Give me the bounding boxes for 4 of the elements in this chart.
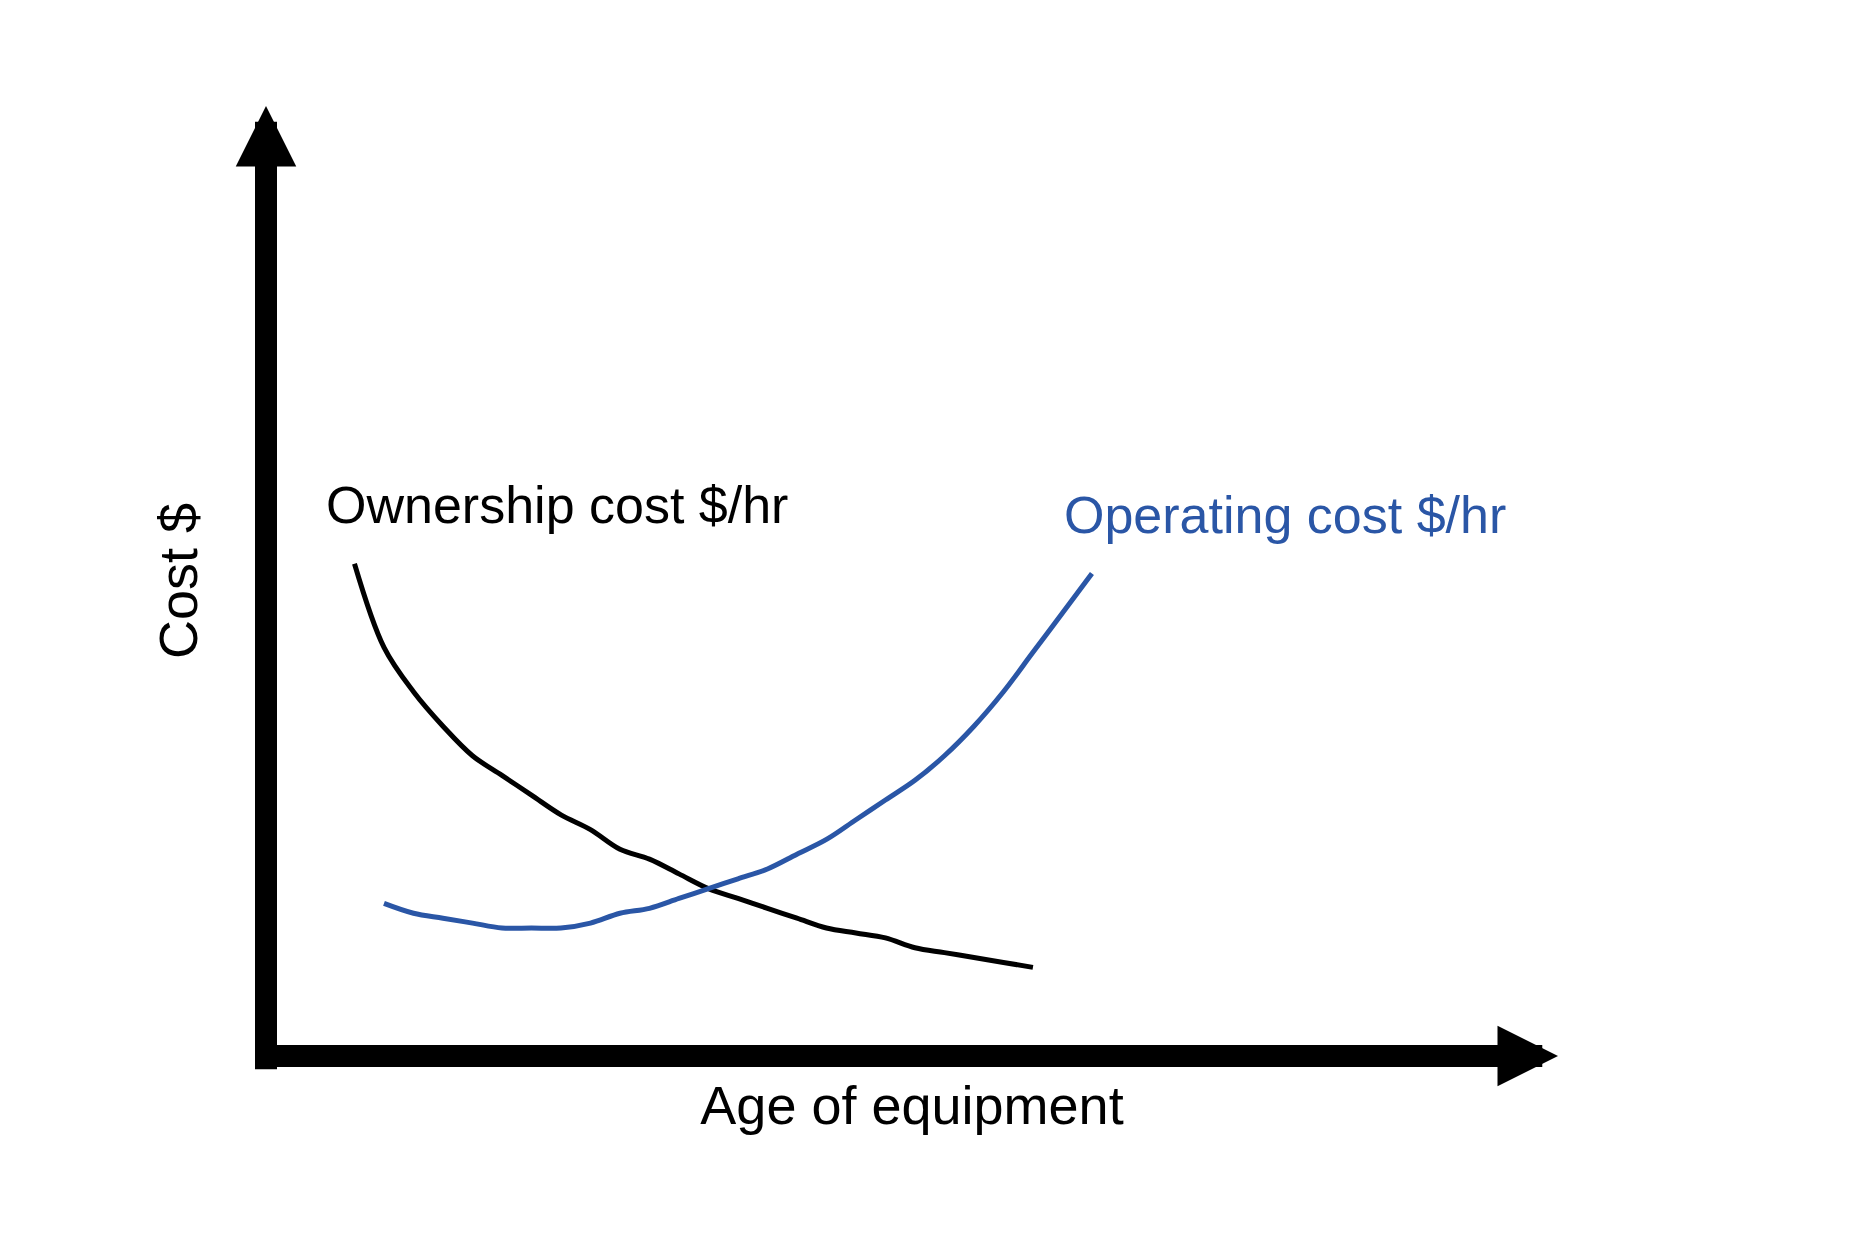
series-label: Ownership cost $/hr [326, 476, 789, 534]
series-label: Operating cost $/hr [1064, 486, 1507, 544]
y-axis-title: Cost $ [147, 502, 208, 660]
x-axis-title: Age of equipment [700, 1075, 1124, 1136]
